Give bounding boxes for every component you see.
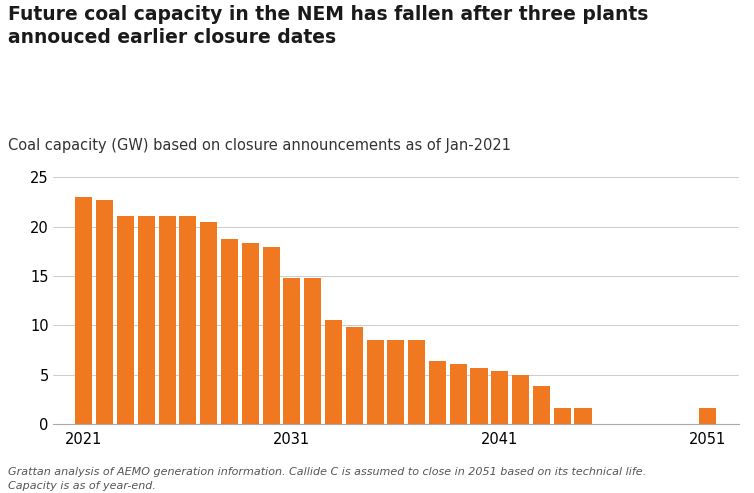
Bar	[470, 368, 488, 424]
Bar	[388, 340, 404, 424]
Bar	[284, 278, 300, 424]
Bar	[158, 216, 176, 424]
Bar	[138, 216, 155, 424]
Bar	[304, 278, 321, 424]
Bar	[75, 197, 93, 424]
Bar	[575, 408, 591, 424]
Bar	[492, 371, 508, 424]
Bar	[366, 340, 384, 424]
Bar	[512, 375, 529, 424]
Bar	[408, 340, 425, 424]
Bar	[221, 239, 238, 424]
Bar	[533, 386, 550, 424]
Bar	[117, 216, 134, 424]
Bar	[699, 408, 716, 424]
Bar	[429, 361, 446, 424]
Bar	[449, 364, 467, 424]
Bar	[262, 247, 280, 424]
Bar	[242, 243, 259, 424]
Bar	[201, 222, 217, 424]
Text: Coal capacity (GW) based on closure announcements as of Jan-2021: Coal capacity (GW) based on closure anno…	[8, 138, 510, 153]
Bar	[553, 408, 571, 424]
Bar	[97, 200, 113, 424]
Bar	[346, 327, 363, 424]
Text: Grattan analysis of AEMO generation information. Callide C is assumed to close i: Grattan analysis of AEMO generation info…	[8, 467, 645, 491]
Bar	[179, 216, 197, 424]
Text: Future coal capacity in the NEM has fallen after three plants
annouced earlier c: Future coal capacity in the NEM has fall…	[8, 5, 648, 47]
Bar	[325, 320, 342, 424]
